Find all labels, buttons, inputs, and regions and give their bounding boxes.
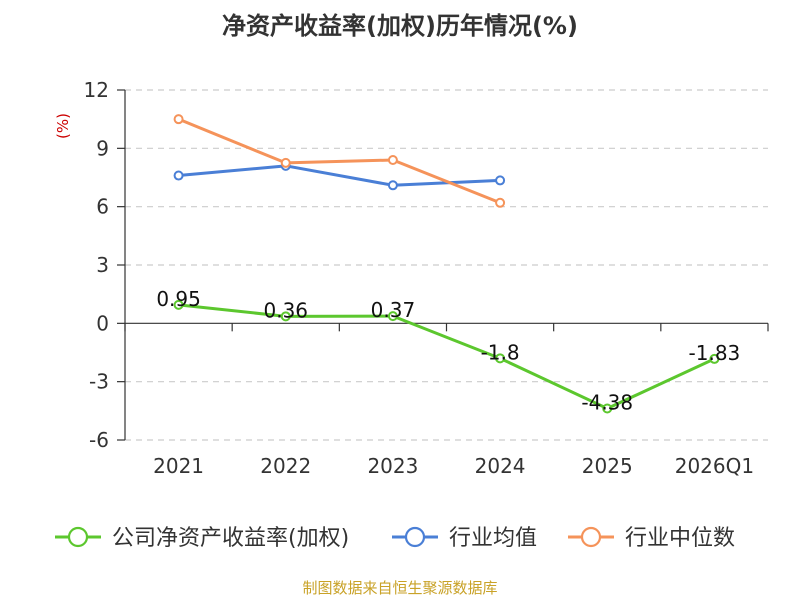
data-point bbox=[709, 353, 720, 364]
legend-item: 公司净资产收益率(加权) bbox=[55, 526, 349, 551]
data-point bbox=[387, 180, 398, 191]
y-tick-label: 9 bbox=[96, 136, 109, 160]
data-point bbox=[495, 175, 506, 186]
legend-item: 行业中位数 bbox=[568, 526, 735, 551]
legend-label: 公司净资产收益率(加权) bbox=[112, 526, 349, 551]
legend-item: 行业均值 bbox=[392, 526, 537, 551]
legend-marker bbox=[404, 526, 426, 548]
y-tick-label: -6 bbox=[89, 428, 109, 452]
data-point bbox=[387, 311, 398, 322]
series-line bbox=[178, 303, 716, 410]
legend: 公司净资产收益率(加权) 行业均值 行业中位数 bbox=[55, 526, 735, 551]
data-label: 0.95 bbox=[156, 287, 201, 311]
series-line bbox=[178, 117, 501, 205]
y-tick-label: 12 bbox=[84, 78, 109, 102]
data-point bbox=[495, 353, 506, 364]
x-tick-label: 2026Q1 bbox=[675, 454, 754, 478]
x-tick-label: 2023 bbox=[367, 454, 418, 478]
data-point bbox=[280, 311, 291, 322]
legend-label: 行业均值 bbox=[449, 526, 537, 551]
data-point bbox=[173, 170, 184, 181]
legend-label: 行业中位数 bbox=[625, 526, 735, 551]
data-point bbox=[387, 155, 398, 165]
x-tick-label: 2021 bbox=[153, 454, 204, 478]
y-tick-label: 6 bbox=[96, 195, 109, 219]
y-tick-label: 3 bbox=[96, 253, 109, 277]
source-note: 制图数据来自恒生聚源数据库 bbox=[302, 579, 498, 597]
data-point bbox=[495, 197, 506, 208]
data-label: -1.8 bbox=[481, 340, 520, 364]
chart-title: 净资产收益率(加权)历年情况(%) bbox=[222, 12, 578, 40]
data-point bbox=[173, 299, 184, 310]
gridlines bbox=[125, 89, 768, 441]
data-point bbox=[280, 157, 291, 168]
legend-marker bbox=[580, 526, 602, 548]
y-tick-label: 0 bbox=[96, 311, 109, 335]
x-tick-label: 2022 bbox=[260, 454, 311, 478]
data-label: 0.37 bbox=[371, 298, 416, 322]
y-tick-label: -3 bbox=[89, 370, 109, 394]
data-label: -4.38 bbox=[581, 391, 633, 415]
data-point bbox=[173, 114, 184, 125]
x-tick-label: 2025 bbox=[582, 454, 633, 478]
series-lines bbox=[173, 114, 720, 414]
data-point bbox=[602, 403, 613, 414]
data-label: -1.83 bbox=[689, 341, 741, 365]
x-tick-label: 2024 bbox=[475, 454, 526, 478]
data-label: 0.36 bbox=[263, 298, 308, 322]
y-axis-unit-label: (%) bbox=[54, 113, 72, 139]
data-labels: 0.95 0.36 0.37 -1.8 -4.38 -1.83 bbox=[156, 287, 740, 415]
legend-marker bbox=[67, 526, 89, 548]
axes: 12 9 6 3 0 -3 -6 (%) 2021 2022 2023 2024 2025 2026Q1 bbox=[54, 78, 769, 478]
